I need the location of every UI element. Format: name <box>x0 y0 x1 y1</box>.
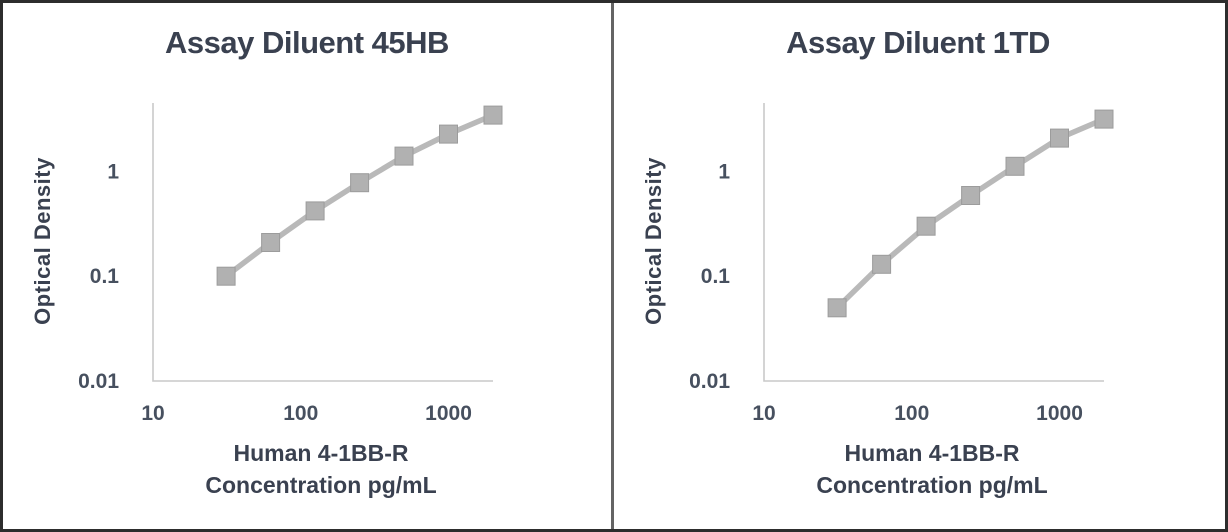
data-point-marker <box>961 186 981 205</box>
panel-divider <box>611 3 614 529</box>
data-point-marker <box>216 266 236 286</box>
data-point-marker <box>305 201 325 221</box>
data-point-marker <box>261 233 281 252</box>
y-tick-label: 1 <box>718 160 730 183</box>
x-axis-title-line2: Concentration pg/mL <box>816 472 1048 498</box>
x-axis-title-line2: Concentration pg/mL <box>205 472 437 498</box>
x-axis-title-line1: Human 4-1BB-R <box>233 440 409 466</box>
data-point-marker <box>483 105 503 125</box>
chart-panel-45hb: Assay Diluent 45HB Optical Density 10 100… <box>3 3 611 529</box>
y-tick-label: 0.01 <box>78 370 119 393</box>
axis-lines <box>763 103 1104 382</box>
chart-panel-1td: Assay Diluent 1TD Optical Density 10 100 1… <box>614 3 1222 529</box>
y-tick-label: 0.1 <box>90 265 120 288</box>
y-tick-label: 0.1 <box>701 265 731 288</box>
x-axis-title: Human 4-1BB-R Concentration pg/mL <box>752 437 1112 501</box>
y-tick-label: 1 <box>107 160 119 183</box>
x-tick-label: 100 <box>283 402 318 425</box>
chart-title: Assay Diluent 1TD <box>786 25 1050 60</box>
data-point-marker <box>350 173 370 193</box>
chart-canvas: 10 100 1000 1 0.1 0.01 <box>78 103 503 425</box>
data-point-marker <box>1050 128 1069 148</box>
data-point-marker <box>439 124 458 144</box>
x-axis-title: Human 4-1BB-R Concentration pg/mL <box>141 437 501 501</box>
x-axis-title-line1: Human 4-1BB-R <box>844 440 1020 466</box>
y-tick-label: 0.01 <box>689 370 730 393</box>
chart-title: Assay Diluent 45HB <box>165 25 449 60</box>
x-tick-label: 10 <box>752 402 775 425</box>
chart-canvas: 10 100 1000 1 0.1 0.01 <box>689 103 1114 425</box>
data-point-marker <box>916 216 936 236</box>
data-point-marker <box>872 254 892 274</box>
axis-lines <box>152 103 493 382</box>
x-tick-label: 1000 <box>1036 402 1083 425</box>
x-tick-label: 100 <box>894 402 929 425</box>
x-tick-label: 10 <box>141 402 164 425</box>
data-point-marker <box>394 146 414 166</box>
data-point-marker <box>1005 156 1025 176</box>
x-tick-label: 1000 <box>425 402 472 425</box>
data-point-marker <box>827 298 847 318</box>
data-point-marker <box>1094 109 1114 129</box>
